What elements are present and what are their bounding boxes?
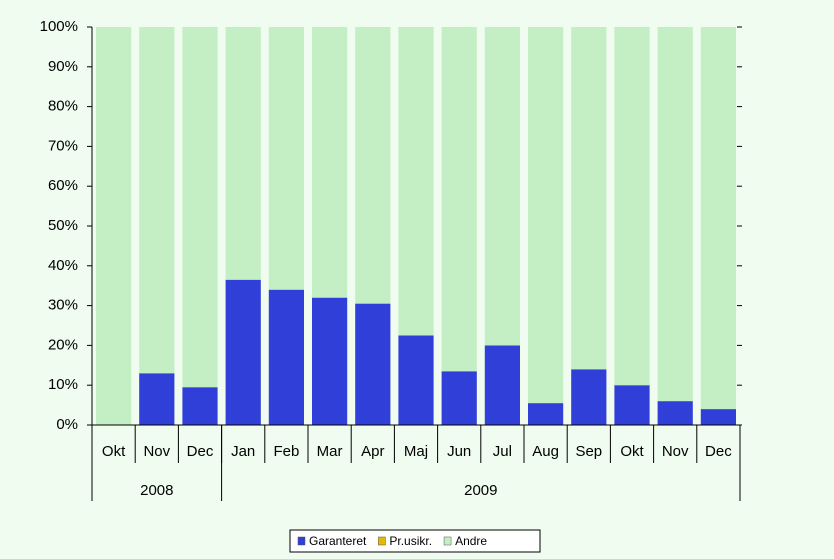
x-tick-label: Dec: [705, 443, 732, 460]
y-tick-label: 90%: [48, 58, 78, 75]
x-tick-label: Jul: [493, 443, 512, 460]
x-tick-label: Jan: [231, 443, 255, 460]
bar-segment: [614, 27, 650, 386]
bar-segment: [700, 409, 736, 425]
y-tick-label: 10%: [48, 376, 78, 393]
y-tick-label: 100%: [40, 18, 78, 35]
y-tick-label: 30%: [48, 297, 78, 314]
x-tick-label: Sep: [575, 443, 602, 460]
x-tick-label: Maj: [404, 443, 428, 460]
bar-segment: [139, 373, 175, 425]
bar-segment: [528, 403, 564, 425]
bar-segment: [312, 297, 348, 425]
y-tick-label: 50%: [48, 217, 78, 234]
bar-segment: [96, 27, 132, 425]
bar-segment: [657, 401, 693, 425]
bar-segment: [657, 27, 693, 402]
bar-segment: [182, 27, 218, 388]
x-tick-label: Aug: [532, 443, 559, 460]
x-tick-label: Feb: [273, 443, 299, 460]
legend-swatch: [297, 536, 306, 546]
x-tick-label: Okt: [620, 443, 644, 460]
x-tick-label: Mar: [317, 443, 343, 460]
y-tick-label: 40%: [48, 257, 78, 274]
group-label: 2008: [140, 482, 173, 499]
bar-segment: [355, 27, 391, 304]
group-label: 2009: [464, 482, 497, 499]
x-tick-label: Okt: [102, 443, 126, 460]
bar-segment: [225, 27, 261, 280]
bar-segment: [139, 27, 175, 374]
legend-swatch: [378, 536, 386, 546]
bar-segment: [398, 335, 434, 425]
x-tick-label: Dec: [187, 443, 214, 460]
y-tick-label: 80%: [48, 98, 78, 115]
bar-segment: [700, 27, 736, 410]
bar-segment: [571, 369, 607, 425]
bar-segment: [441, 27, 477, 372]
bar-segment: [355, 303, 391, 425]
x-tick-label: Nov: [143, 443, 170, 460]
x-tick-label: Apr: [361, 443, 384, 460]
bar-segment: [528, 27, 564, 404]
legend-label: Pr.usikr.: [389, 534, 432, 548]
bar-segment: [268, 27, 304, 290]
y-tick-label: 70%: [48, 137, 78, 154]
bar-segment: [571, 27, 607, 370]
y-tick-label: 20%: [48, 336, 78, 353]
bar-segment: [614, 385, 650, 425]
y-tick-label: 60%: [48, 177, 78, 194]
bar-segment: [268, 289, 304, 425]
legend-box: [289, 529, 541, 553]
x-tick-label: Jun: [447, 443, 471, 460]
bar-segment: [182, 387, 218, 425]
bar-segment: [484, 345, 520, 425]
bar-segment: [484, 27, 520, 346]
bar-segment: [225, 279, 261, 425]
y-tick-label: 0%: [56, 416, 78, 433]
bar-segment: [312, 27, 348, 298]
legend-label: Garanteret: [309, 534, 367, 548]
bar-segment: [398, 27, 434, 336]
legend-swatch: [443, 536, 452, 546]
bar-segment: [441, 371, 477, 425]
x-tick-label: Nov: [662, 443, 689, 460]
legend-label: Andre: [455, 534, 487, 548]
